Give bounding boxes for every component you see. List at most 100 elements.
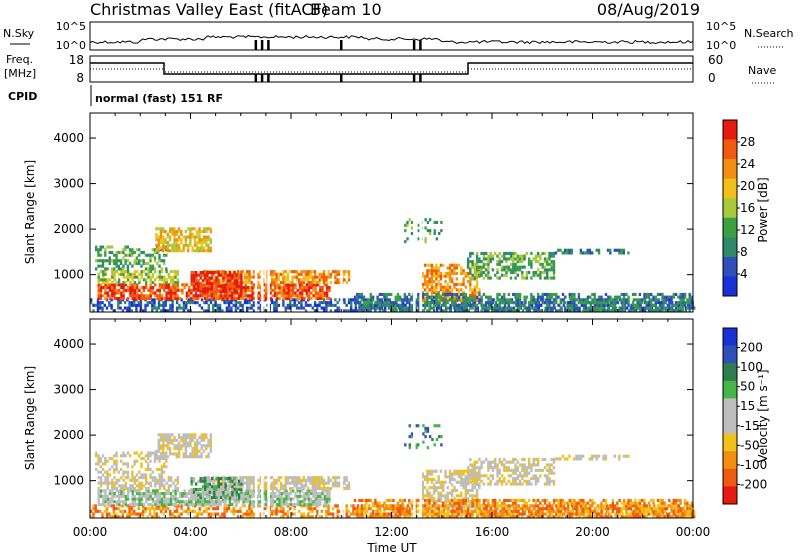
heatmap-cell — [99, 259, 102, 263]
heatmap-cell — [546, 276, 549, 280]
heatmap-cell — [138, 470, 141, 474]
heatmap-cell — [328, 492, 331, 496]
heatmap-cell — [113, 297, 116, 301]
heatmap-cell — [356, 504, 360, 508]
heatmap-cell — [151, 248, 154, 252]
heatmap-cell — [500, 254, 504, 258]
heatmap-cell — [172, 288, 175, 292]
heatmap-cell — [688, 309, 691, 313]
heatmap-cell — [428, 295, 431, 299]
heatmap-cell — [201, 500, 204, 504]
heatmap-cell — [367, 306, 370, 310]
heatmap-cell — [505, 268, 508, 272]
heatmap-cell — [528, 504, 532, 508]
heatmap-cell — [284, 306, 287, 310]
heatmap-cell — [270, 281, 274, 285]
heatmap-cell — [607, 306, 610, 310]
heatmap-cell — [494, 273, 497, 277]
heatmap-cell — [156, 478, 159, 482]
heatmap-cell — [158, 256, 161, 260]
heatmap-cell — [475, 282, 479, 286]
heatmap-cell — [206, 276, 209, 280]
heatmap-cell — [185, 306, 188, 310]
heatmap-cell — [485, 309, 488, 313]
heatmap-cell — [124, 487, 128, 491]
heatmap-cell — [163, 487, 166, 491]
heatmap-cell — [289, 270, 292, 274]
heatmap-cell — [525, 251, 529, 255]
heatmap-cell — [243, 504, 247, 508]
heatmap-cell — [246, 294, 250, 298]
heatmap-cell — [478, 260, 481, 264]
heatmap-cell — [124, 481, 128, 485]
heatmap-cell — [690, 303, 694, 307]
heatmap-cell — [621, 512, 624, 516]
heatmap-cell — [289, 288, 293, 292]
heatmap-cell — [233, 279, 236, 283]
heatmap-cell — [325, 509, 328, 513]
heatmap-cell — [198, 303, 201, 307]
heatmap-cell — [278, 503, 281, 507]
heatmap-cell — [277, 476, 281, 480]
heatmap-cell — [451, 271, 454, 275]
heatmap-cell — [285, 283, 288, 287]
heatmap-cell — [487, 301, 490, 305]
heatmap-cell — [300, 303, 303, 307]
heatmap-cell — [405, 301, 409, 305]
heatmap-cell — [283, 497, 286, 501]
heatmap-cell — [394, 309, 397, 313]
heatmap-cell — [140, 275, 143, 279]
heatmap-cell — [246, 478, 249, 482]
heatmap-cell — [509, 251, 513, 255]
heatmap-cell — [433, 271, 436, 275]
heatmap-cell — [275, 478, 278, 482]
heatmap-cell — [286, 278, 290, 282]
heatmap-cell — [466, 260, 470, 264]
heatmap-cell — [512, 509, 516, 513]
heatmap-cell — [131, 470, 134, 474]
heatmap-cell — [217, 279, 220, 283]
heatmap-cell — [233, 290, 236, 294]
heatmap-cell — [451, 303, 454, 307]
heatmap-cell — [598, 504, 602, 508]
heatmap-cell — [518, 306, 522, 310]
heatmap-cell — [567, 504, 570, 508]
heatmap-cell — [358, 295, 361, 299]
heatmap-cell — [534, 301, 538, 305]
heatmap-cell — [208, 279, 211, 283]
heatmap-cell — [163, 288, 166, 292]
heatmap-cell — [686, 306, 689, 310]
heatmap-cell — [140, 476, 143, 480]
nsky-right-label: N.Search — [744, 27, 794, 40]
heatmap-cell — [406, 504, 409, 508]
heatmap-cell — [473, 274, 477, 278]
heatmap-cell — [94, 504, 97, 508]
heatmap-cell — [250, 478, 253, 482]
heatmap-cell — [343, 278, 346, 282]
heatmap-cell — [458, 298, 461, 302]
heatmap-cell — [657, 301, 660, 305]
heatmap-cell — [183, 503, 186, 507]
heatmap-cell — [687, 303, 690, 307]
heatmap-cell — [314, 489, 317, 493]
heatmap-cell — [423, 299, 427, 303]
heatmap-cell — [273, 306, 276, 310]
heatmap-cell — [121, 512, 125, 516]
heatmap-cell — [226, 291, 229, 295]
heatmap-cell — [252, 275, 256, 279]
heatmap-cell — [566, 251, 569, 255]
heatmap-cell — [313, 507, 317, 511]
heatmap-cell — [185, 291, 189, 295]
heatmap-cell — [334, 504, 337, 508]
heatmap-cell — [157, 241, 160, 245]
heatmap-cell — [147, 487, 150, 491]
freq-right-tick-top: 60 — [708, 53, 723, 67]
heatmap-cell — [347, 272, 351, 276]
heatmap-cell — [232, 303, 235, 307]
heatmap-cell — [485, 515, 489, 519]
heatmap-cell — [165, 283, 168, 287]
heatmap-cell — [304, 270, 308, 274]
heatmap-cell — [149, 283, 152, 287]
heatmap-cell — [435, 277, 438, 281]
heatmap-cell — [448, 274, 452, 278]
